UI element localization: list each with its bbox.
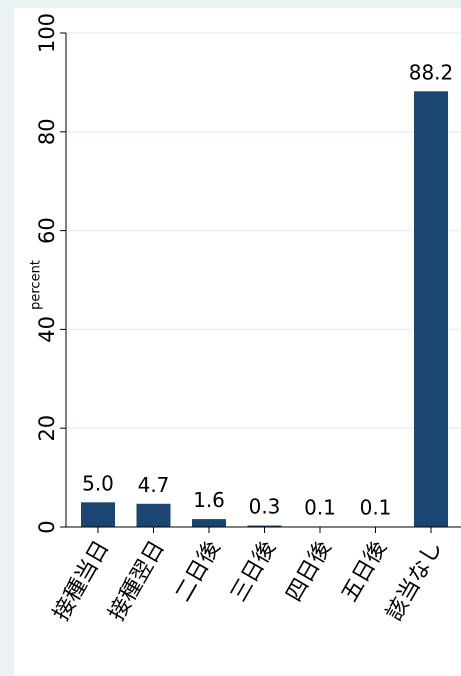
y-axis-title: percent xyxy=(29,260,44,310)
bar xyxy=(192,519,226,527)
data-labels: 5.0 4.7 1.6 0.3 0.1 0.1 88.2 xyxy=(82,60,453,519)
y-tick-label: 20 xyxy=(35,415,59,442)
data-label: 5.0 xyxy=(82,471,114,495)
bars xyxy=(81,91,448,528)
data-label: 0.1 xyxy=(360,496,392,520)
y-ticks: 0 20 40 60 80 100 xyxy=(35,13,66,534)
data-label: 0.3 xyxy=(249,495,281,519)
y-tick-label: 0 xyxy=(35,520,59,533)
y-tick-label: 40 xyxy=(35,316,59,343)
data-label: 1.6 xyxy=(193,488,225,512)
bar xyxy=(414,91,448,528)
gridlines xyxy=(66,32,461,429)
bar xyxy=(247,525,282,527)
y-tick-label: 80 xyxy=(35,118,59,145)
data-label: 4.7 xyxy=(138,473,170,497)
bar xyxy=(81,502,115,527)
data-label: 88.2 xyxy=(409,60,454,84)
y-tick-label: 60 xyxy=(35,217,59,244)
plot-background xyxy=(14,8,461,676)
data-label: 0.1 xyxy=(304,496,336,520)
y-tick-label: 100 xyxy=(35,13,59,53)
bar xyxy=(136,503,171,527)
